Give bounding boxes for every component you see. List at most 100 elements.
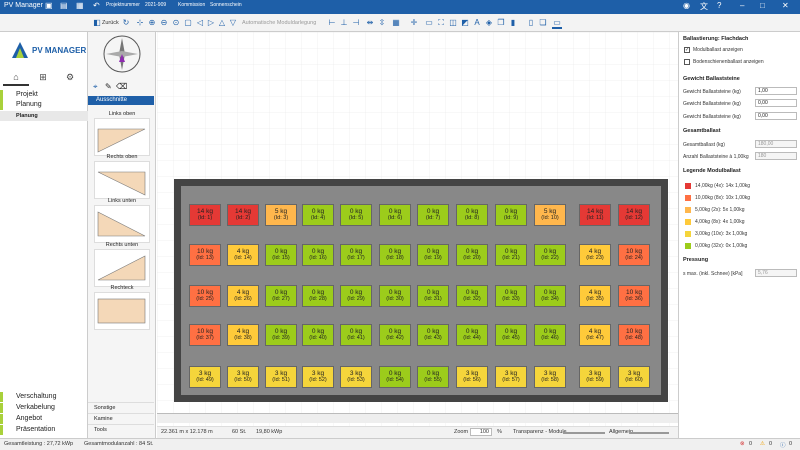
rotate-icon[interactable]: ↻ xyxy=(122,18,130,27)
zoom-in-icon[interactable]: ⊕ xyxy=(148,18,156,27)
minimize-icon[interactable]: – xyxy=(740,1,745,10)
pv-module[interactable]: 0 kg (Id: 16) xyxy=(302,244,334,266)
pv-module[interactable]: 0 kg (Id: 5) xyxy=(340,204,372,226)
pv-module[interactable]: 0 kg (Id: 55) xyxy=(417,366,449,388)
pv-module[interactable]: 0 kg (Id: 41) xyxy=(340,324,372,346)
pv-module[interactable]: 10 kg (Id: 24) xyxy=(618,244,650,266)
show-module-ballast-checkbox[interactable]: ✓ xyxy=(684,47,690,53)
panel-sonstige[interactable]: Sonstige xyxy=(88,402,154,413)
pv-module[interactable]: 14 kg (Id: 11) xyxy=(579,204,611,226)
zoom-out-icon[interactable]: ⊖ xyxy=(160,18,168,27)
pv-module[interactable]: 0 kg (Id: 15) xyxy=(265,244,297,266)
home-tab-icon[interactable]: ⌂ xyxy=(3,68,29,86)
pv-module[interactable]: 0 kg (Id: 4) xyxy=(302,204,334,226)
pv-module[interactable]: 10 kg (Id: 37) xyxy=(189,324,221,346)
pv-module[interactable]: 0 kg (Id: 20) xyxy=(456,244,488,266)
screen-icon[interactable]: ▭ xyxy=(552,18,562,29)
pv-module[interactable]: 10 kg (Id: 48) xyxy=(618,324,650,346)
arrow-up-icon[interactable]: △ xyxy=(218,18,226,27)
undo-icon[interactable]: ↶ xyxy=(93,1,100,10)
info-icon[interactable]: ⓘ xyxy=(780,443,786,449)
print-icon[interactable]: ▦ xyxy=(76,1,84,10)
distribute-v-icon[interactable]: ⇳ xyxy=(378,18,386,27)
text-icon[interactable]: A xyxy=(474,18,480,27)
weight-input-3[interactable]: 0,00 xyxy=(755,112,797,120)
nav-praesentation[interactable]: Präsentation xyxy=(0,425,88,435)
pv-module[interactable]: 3 kg (Id: 53) xyxy=(340,366,372,388)
pv-module[interactable]: 10 kg (Id: 36) xyxy=(618,285,650,307)
zoom-input[interactable]: 100 xyxy=(470,428,492,436)
pv-module[interactable]: 0 kg (Id: 54) xyxy=(379,366,411,388)
shape-rechts-unten[interactable] xyxy=(94,249,150,287)
pv-module[interactable]: 0 kg (Id: 42) xyxy=(379,324,411,346)
pv-module[interactable]: 10 kg (Id: 25) xyxy=(189,285,221,307)
frame-icon[interactable]: ▭ xyxy=(425,18,433,27)
grid-icon[interactable]: ▦ xyxy=(392,18,400,27)
pv-module[interactable]: 4 kg (Id: 14) xyxy=(227,244,259,266)
error-icon[interactable]: ⊗ xyxy=(740,441,745,447)
cutouts-header[interactable]: Ausschnitte xyxy=(88,96,154,105)
pv-module[interactable]: 4 kg (Id: 47) xyxy=(579,324,611,346)
account-icon[interactable]: ◉ xyxy=(683,1,690,10)
shape-rechteck[interactable] xyxy=(94,292,150,330)
pv-module[interactable]: 3 kg (Id: 50) xyxy=(227,366,259,388)
pointer-tool-icon[interactable]: ⌖ xyxy=(93,82,98,91)
pv-module[interactable]: 5 kg (Id: 3) xyxy=(265,204,297,226)
weight-input-2[interactable]: 0,00 xyxy=(755,99,797,107)
pv-module[interactable]: 3 kg (Id: 57) xyxy=(495,366,527,388)
eraser-tool-icon[interactable]: ⌫ xyxy=(116,82,128,91)
compass-icon[interactable] xyxy=(102,34,142,74)
pv-module[interactable]: 4 kg (Id: 26) xyxy=(227,285,259,307)
delete-icon[interactable]: ▮ xyxy=(510,18,516,27)
zoom-fit-icon[interactable]: ⊙ xyxy=(172,18,180,27)
page-icon[interactable]: ▯ xyxy=(528,18,534,27)
pv-module[interactable]: 0 kg (Id: 28) xyxy=(302,285,334,307)
align-center-icon[interactable]: ⊥ xyxy=(340,18,348,27)
pv-module[interactable]: 10 kg (Id: 13) xyxy=(189,244,221,266)
pv-module[interactable]: 0 kg (Id: 22) xyxy=(534,244,566,266)
crosshair-icon[interactable]: ✛ xyxy=(410,18,418,27)
pv-module[interactable]: 0 kg (Id: 46) xyxy=(534,324,566,346)
grid-tab-icon[interactable]: ⊞ xyxy=(39,72,47,82)
back-button[interactable]: Zurück xyxy=(102,20,119,26)
shape-links-oben[interactable] xyxy=(94,118,150,156)
maximize-icon[interactable]: □ xyxy=(760,1,765,10)
pv-module[interactable]: 14 kg (Id: 1) xyxy=(189,204,221,226)
pv-module[interactable]: 3 kg (Id: 52) xyxy=(302,366,334,388)
pv-module[interactable]: 0 kg (Id: 39) xyxy=(265,324,297,346)
nav-sub-planung[interactable]: Planung xyxy=(0,111,88,121)
select-all-icon[interactable]: ◫ xyxy=(449,18,457,27)
nav-angebot[interactable]: Angebot xyxy=(0,414,88,424)
pv-module[interactable]: 0 kg (Id: 43) xyxy=(417,324,449,346)
help-icon[interactable]: ? xyxy=(717,1,722,10)
pv-module[interactable]: 4 kg (Id: 23) xyxy=(579,244,611,266)
pv-module[interactable]: 0 kg (Id: 8) xyxy=(456,204,488,226)
pv-module[interactable]: 0 kg (Id: 40) xyxy=(302,324,334,346)
transparency-modules-slider[interactable] xyxy=(563,432,605,434)
pv-module[interactable]: 0 kg (Id: 34) xyxy=(534,285,566,307)
pv-module[interactable]: 14 kg (Id: 2) xyxy=(227,204,259,226)
pv-module[interactable]: 0 kg (Id: 31) xyxy=(417,285,449,307)
auto-layout-button[interactable]: Automatische Moduldarlegung xyxy=(242,20,317,26)
nav-verschaltung[interactable]: Verschaltung xyxy=(0,392,88,402)
pv-module[interactable]: 3 kg (Id: 56) xyxy=(456,366,488,388)
arrow-right-icon[interactable]: ▷ xyxy=(207,18,215,27)
pv-module[interactable]: 3 kg (Id: 60) xyxy=(618,366,650,388)
back-icon[interactable]: ◧ xyxy=(93,18,101,27)
pv-module[interactable]: 14 kg (Id: 12) xyxy=(618,204,650,226)
copy-page-icon[interactable]: ❏ xyxy=(539,18,547,27)
pv-module[interactable]: 4 kg (Id: 35) xyxy=(579,285,611,307)
pv-module[interactable]: 0 kg (Id: 45) xyxy=(495,324,527,346)
pv-module[interactable]: 0 kg (Id: 27) xyxy=(265,285,297,307)
pencil-tool-icon[interactable]: ✎ xyxy=(105,82,112,91)
warning-icon[interactable]: ⚠ xyxy=(760,441,765,447)
nav-verkabelung[interactable]: Verkabelung xyxy=(0,403,88,413)
nav-planung[interactable]: Planung xyxy=(0,100,88,110)
pv-module[interactable]: 0 kg (Id: 6) xyxy=(379,204,411,226)
pv-module[interactable]: 0 kg (Id: 33) xyxy=(495,285,527,307)
weight-input-1[interactable]: 1,00 xyxy=(755,87,797,95)
pv-module[interactable]: 0 kg (Id: 7) xyxy=(417,204,449,226)
panel-kamine[interactable]: Kamine xyxy=(88,413,154,424)
show-rail-ballast-checkbox[interactable] xyxy=(684,59,690,65)
arrow-down-icon[interactable]: ▽ xyxy=(229,18,237,27)
